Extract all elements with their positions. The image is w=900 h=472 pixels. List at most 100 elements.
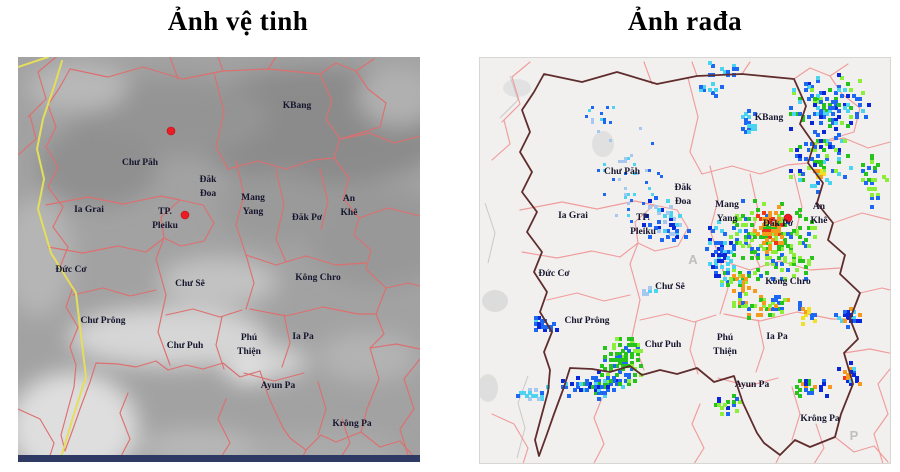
radar-echo-pixel bbox=[861, 169, 865, 173]
radar-echo-pixel bbox=[777, 229, 781, 233]
radar-echo-pixel bbox=[768, 211, 772, 215]
radar-echo-pixel bbox=[822, 106, 826, 110]
radar-echo-pixel bbox=[834, 100, 838, 104]
radar-echo-pixel bbox=[780, 232, 784, 236]
radar-echo-pixel bbox=[645, 214, 649, 218]
radar-echo-pixel bbox=[804, 271, 808, 275]
radar-echo-pixel bbox=[576, 385, 580, 389]
radar-echo-pixel bbox=[663, 220, 667, 224]
radar-echo-pixel bbox=[747, 271, 751, 275]
district-label: Khê bbox=[811, 216, 828, 226]
radar-echo-pixel bbox=[864, 115, 868, 119]
radar-echo-pixel bbox=[807, 166, 811, 170]
radar-echo-pixel bbox=[837, 151, 841, 155]
radar-echo-pixel bbox=[762, 202, 766, 206]
radar-echo-pixel bbox=[846, 313, 850, 317]
radar-echo-pixel bbox=[792, 88, 796, 92]
radar-echo-pixel bbox=[609, 382, 613, 386]
radar-echo-pixel bbox=[750, 223, 754, 227]
radar-echo-pixel bbox=[771, 223, 775, 227]
radar-echo-pixel bbox=[831, 118, 835, 122]
radar-echo-pixel bbox=[798, 157, 802, 161]
radar-echo-pixel bbox=[717, 403, 721, 407]
radar-echo-pixel bbox=[819, 121, 823, 125]
radar-echo-pixel bbox=[732, 268, 736, 272]
radar-echo-pixel bbox=[720, 85, 724, 89]
radar-echo-pixel bbox=[723, 241, 727, 245]
radar-echo-pixel bbox=[804, 310, 808, 314]
radar-echo-pixel bbox=[804, 244, 808, 248]
district-label: Đăk Pơ bbox=[292, 213, 323, 223]
radar-echo-pixel bbox=[606, 379, 610, 383]
radar-echo-pixel bbox=[759, 298, 763, 302]
radar-echo-pixel bbox=[873, 187, 877, 191]
radar-echo-pixel bbox=[849, 370, 853, 374]
radar-echo-pixel bbox=[789, 112, 793, 116]
radar-echo-pixel bbox=[762, 301, 766, 305]
radar-echo-pixel bbox=[597, 397, 601, 401]
radar-echo-pixel bbox=[552, 322, 556, 326]
radar-echo-pixel bbox=[732, 277, 736, 281]
radar-echo-pixel bbox=[852, 310, 856, 314]
radar-echo-pixel bbox=[723, 70, 727, 74]
radar-echo-pixel bbox=[777, 241, 781, 245]
radar-echo-pixel bbox=[825, 97, 829, 101]
radar-echo-pixel bbox=[858, 103, 862, 107]
radar-echo-pixel bbox=[795, 154, 799, 158]
radar-echo-pixel bbox=[714, 271, 718, 275]
radar-echo-pixel bbox=[603, 382, 607, 386]
radar-echo-pixel bbox=[738, 229, 742, 233]
radar-echo-pixel bbox=[540, 391, 544, 395]
radar-echo-pixel bbox=[804, 157, 808, 161]
radar-echo-pixel bbox=[846, 124, 850, 128]
radar-echo-pixel bbox=[729, 280, 733, 284]
radar-echo-pixel bbox=[657, 211, 661, 215]
radar-echo-pixel bbox=[750, 247, 754, 251]
radar-echo-pixel bbox=[774, 211, 778, 215]
radar-echo-pixel bbox=[540, 319, 544, 323]
radar-echo-pixel bbox=[729, 250, 733, 254]
radar-echo-pixel bbox=[858, 382, 862, 386]
radar-echo-pixel bbox=[747, 286, 751, 290]
radar-echo-pixel bbox=[630, 352, 634, 356]
radar-echo-pixel bbox=[849, 88, 853, 92]
radar-echo-pixel bbox=[846, 94, 850, 98]
radar-echo-pixel bbox=[747, 307, 751, 311]
radar-echo-pixel bbox=[576, 382, 580, 386]
radar-echo-pixel bbox=[792, 229, 796, 233]
radar-echo-pixel bbox=[780, 277, 784, 281]
radar-echo-pixel bbox=[759, 217, 763, 221]
radar-echo-pixel bbox=[678, 214, 682, 218]
radar-echo-pixel bbox=[795, 211, 799, 215]
radar-echo-pixel bbox=[723, 277, 727, 281]
radar-echo-pixel bbox=[798, 307, 802, 311]
radar-echo-pixel bbox=[708, 262, 712, 266]
radar-echo-pixel bbox=[519, 391, 523, 395]
radar-echo-pixel bbox=[789, 232, 793, 236]
radar-echo-pixel bbox=[831, 169, 835, 173]
radar-echo-pixel bbox=[762, 226, 766, 230]
radar-echo-pixel bbox=[630, 199, 633, 202]
radar-echo-pixel bbox=[651, 142, 654, 145]
radar-echo-pixel bbox=[855, 115, 859, 119]
radar-echo-pixel bbox=[738, 304, 742, 308]
radar-echo-pixel bbox=[603, 346, 607, 350]
radar-echo-pixel bbox=[561, 385, 565, 389]
radar-echo-pixel bbox=[747, 121, 751, 125]
radar-echo-pixel bbox=[732, 226, 736, 230]
radar-echo-pixel bbox=[759, 235, 763, 239]
radar-echo-pixel bbox=[741, 244, 745, 248]
radar-echo-pixel bbox=[807, 232, 811, 236]
radar-echo-pixel bbox=[771, 298, 775, 302]
radar-echo-pixel bbox=[708, 241, 712, 245]
district-label: Krông Pa bbox=[800, 414, 840, 424]
radar-echo-pixel bbox=[825, 112, 829, 116]
radar-echo-pixel bbox=[807, 226, 811, 230]
radar-echo-pixel bbox=[804, 313, 808, 317]
radar-echo-pixel bbox=[735, 241, 739, 245]
radar-echo-pixel bbox=[831, 112, 835, 116]
radar-echo-pixel bbox=[768, 226, 772, 230]
radar-echo-pixel bbox=[810, 313, 814, 317]
radar-echo-pixel bbox=[813, 226, 817, 230]
radar-echo-pixel bbox=[567, 394, 571, 398]
